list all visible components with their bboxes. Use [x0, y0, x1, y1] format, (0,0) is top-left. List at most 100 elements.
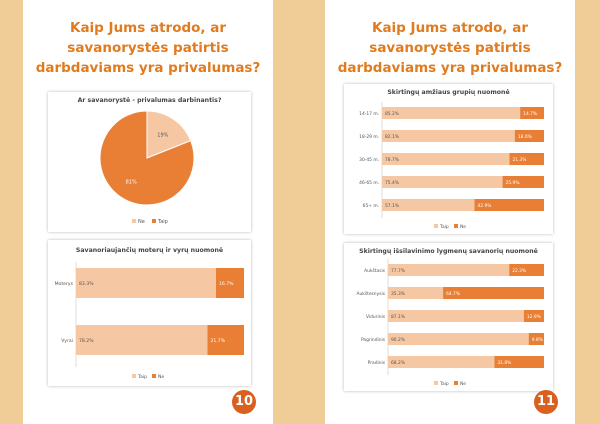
- bar-taip: [76, 268, 216, 298]
- data-label-taip: 83.3%: [79, 281, 94, 287]
- page-right: Kaip Jums atrodo, ar savanorystės patirt…: [325, 0, 575, 424]
- category-label: 14-17 m.: [359, 111, 379, 117]
- data-label-taip: 85.2%: [385, 111, 399, 117]
- chart-title: Skirtingų amžiaus grupių nuomonė: [387, 89, 510, 96]
- data-label-taip: 68.2%: [391, 360, 405, 366]
- pie-slice-ne: [146, 110, 192, 159]
- legend-label: Taip: [137, 374, 147, 380]
- category-label: Aukštesnysis: [356, 290, 385, 297]
- bar-taip: [382, 130, 515, 142]
- chart-title: Ar savanorystė - privalumas darbinantis?: [77, 97, 222, 104]
- bar-ne: [523, 310, 544, 322]
- chart-title: Skirtingų išsilavinimo lygmenų savanorių…: [359, 248, 538, 255]
- legend-label: Taip: [157, 219, 168, 225]
- bar-taip: [388, 287, 444, 299]
- education-bar-chart: Aukštasis 77.7% 22.3% Aukštesnysis 35.3% 64.7…: [356, 259, 544, 387]
- pie-chart-card: Ar savanorystė - privalumas darbinantis?…: [48, 92, 251, 232]
- data-label-taip: 57.1%: [385, 203, 399, 209]
- category-label: Vidurinis: [366, 314, 386, 320]
- slice-label: 81%: [126, 179, 137, 185]
- legend-swatch: [454, 381, 458, 385]
- pie-slice-taip: [99, 110, 195, 206]
- title-line: Kaip Jums atrodo, ar: [69, 20, 227, 36]
- chart-title: Savanoriaujančių moterų ir vyrų nuomonė: [75, 247, 224, 254]
- bar-taip: [388, 310, 524, 322]
- data-label-taip: 78.2%: [79, 338, 94, 344]
- legend-label: Ne: [460, 381, 466, 387]
- bar-ne: [509, 264, 544, 276]
- bar-taip: [388, 333, 529, 345]
- data-label-ne: 31.8%: [497, 360, 511, 366]
- title-line: darbdaviams yra privalumas?: [35, 60, 261, 76]
- center-decor-strip: [270, 0, 330, 424]
- legend-label: Taip: [439, 224, 449, 230]
- bar-taip: [382, 107, 521, 119]
- bar-taip: [382, 176, 503, 188]
- data-label-ne: 16.7%: [219, 281, 234, 287]
- data-label-ne: 18.0%: [518, 134, 532, 140]
- gender-chart-card: Savanoriaujančių moterų ir vyrų nuomonė …: [48, 240, 251, 386]
- pie-chart: 19% 81% Ne Taip: [99, 110, 195, 225]
- legend-label: Ne: [460, 224, 466, 230]
- data-label-ne: 21.3%: [512, 157, 526, 163]
- bar-ne: [528, 333, 544, 345]
- slice-label: 19%: [157, 133, 168, 139]
- category-label: 46-65 m.: [359, 180, 379, 186]
- title-line: savanorystės patirtis: [369, 40, 531, 56]
- data-label-taip: 87.1%: [391, 314, 405, 320]
- legend-swatch: [152, 219, 156, 223]
- bar-ne: [215, 268, 244, 298]
- bar-taip: [76, 325, 208, 355]
- title-line: Kaip Jums atrodo, ar: [371, 20, 529, 36]
- bar-taip: [382, 153, 510, 165]
- age-chart-card: Skirtingų amžiaus grupių nuomonė 14-17 m…: [344, 84, 553, 234]
- age-bar-chart: 14-17 m. 85.2% 14.7% 18-29 m. 82.1% 18.0% 30-4…: [359, 102, 544, 230]
- category-label: Moterys: [55, 281, 74, 287]
- bar-taip: [388, 264, 510, 276]
- legend-swatch: [152, 374, 156, 378]
- data-label-ne: 21.7%: [211, 338, 226, 344]
- right-decor-strip: [575, 0, 600, 424]
- legend-swatch: [434, 224, 438, 228]
- legend-swatch: [434, 381, 438, 385]
- bar-taip: [388, 356, 495, 368]
- bar-ne: [207, 325, 244, 355]
- page-number-badge: 11: [534, 390, 558, 414]
- page-right-title: Kaip Jums atrodo, ar savanorystės patirt…: [325, 18, 575, 78]
- category-label: Vyrai: [61, 338, 73, 344]
- legend-label: Taip: [439, 381, 449, 387]
- legend-swatch: [132, 219, 136, 223]
- data-label-ne: 9.8%: [532, 337, 543, 343]
- bar-taip: [382, 199, 475, 211]
- bar-ne: [474, 199, 544, 211]
- bar-ne: [494, 356, 544, 368]
- data-label-taip: 78.7%: [385, 157, 399, 163]
- data-label-ne: 42.9%: [478, 203, 492, 209]
- data-label-taip: 82.1%: [385, 134, 399, 140]
- bar-ne: [443, 287, 544, 299]
- category-label: Aukštasis: [364, 267, 386, 274]
- data-label-ne: 25.9%: [506, 180, 520, 186]
- bar-ne: [509, 153, 544, 165]
- legend-label: Ne: [138, 219, 145, 225]
- data-label-taip: 90.2%: [391, 337, 405, 343]
- category-label: 65+ m.: [363, 203, 379, 209]
- title-line: savanorystės patirtis: [67, 40, 229, 56]
- data-label-ne: 22.3%: [512, 268, 526, 274]
- bar-ne: [520, 107, 544, 119]
- legend-label: Ne: [158, 374, 164, 380]
- page-left: Kaip Jums atrodo, ar savanorystės patirt…: [23, 0, 273, 424]
- legend-swatch: [454, 224, 458, 228]
- page-left-title: Kaip Jums atrodo, ar savanorystės patirt…: [23, 18, 273, 78]
- legend-swatch: [132, 374, 136, 378]
- data-label-ne: 14.7%: [523, 111, 537, 117]
- category-label: 18-29 m.: [359, 134, 379, 140]
- bar-ne: [514, 130, 544, 142]
- bar-ne: [502, 176, 544, 188]
- data-label-taip: 77.7%: [391, 268, 405, 274]
- title-line: darbdaviams yra privalumas?: [337, 60, 563, 76]
- category-label: Pagrindinis: [361, 337, 386, 343]
- data-label-ne: 12.9%: [527, 314, 541, 320]
- gender-bar-chart: Moterys 83.3% 16.7% Vyrai 78.2% 21.7% Taip Ne: [55, 262, 244, 380]
- category-label: Pradinis: [368, 360, 386, 366]
